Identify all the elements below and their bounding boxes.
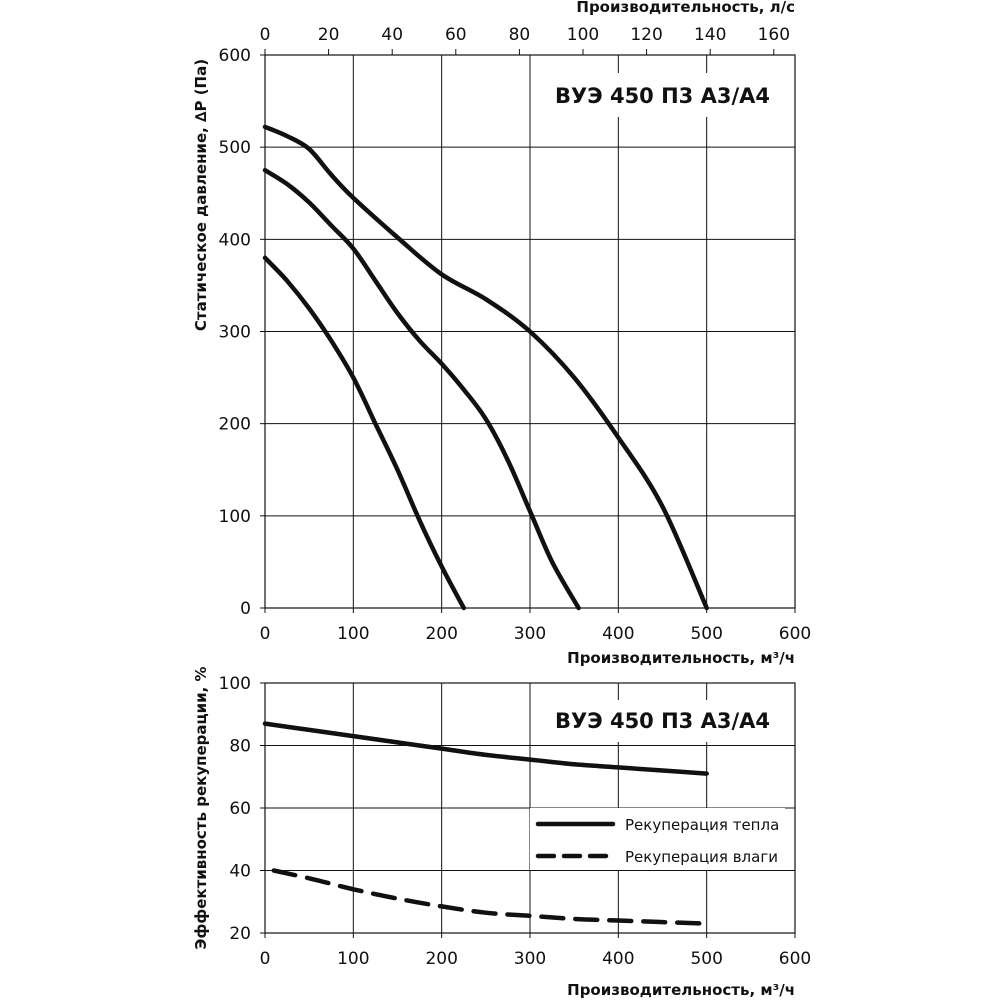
efficiency-x-tick-label: 500 [690, 949, 722, 969]
pressure-x-ticks: 0 100 200 300 400 500 600 [260, 624, 812, 644]
pressure-top-tick-label: 120 [630, 25, 662, 45]
legend-label-heat: Рекуперация тепла [625, 816, 779, 834]
pressure-y-ticks: 0 100 200 300 400 500 600 [219, 46, 251, 619]
pressure-plot-frame [264, 54, 796, 609]
pressure-x-tick-label: 500 [690, 624, 722, 644]
efficiency-x-tick-label: 400 [602, 949, 634, 969]
pressure-series-line-1 [262, 255, 467, 611]
pressure-top-tick-label: 80 [509, 25, 531, 45]
pressure-series-line-2 [262, 167, 581, 611]
pressure-x-axis-label: Производительность, м³/ч [567, 649, 795, 667]
pressure-x-tick-label: 200 [425, 624, 457, 644]
pressure-y-tick-label: 200 [219, 415, 251, 435]
efficiency-y-tick-label: 20 [229, 924, 251, 944]
efficiency-series-line-2 [271, 868, 709, 926]
pressure-top-tick-label: 40 [381, 25, 403, 45]
pressure-x-tick-label: 400 [602, 624, 634, 644]
efficiency-chart-title: ВУЭ 450 П3 А3/А4 [555, 709, 770, 733]
efficiency-x-tick-label: 300 [514, 949, 546, 969]
pressure-x-tick-label: 100 [337, 624, 369, 644]
pressure-top-tick-label: 160 [758, 25, 790, 45]
efficiency-series-line-1 [262, 721, 709, 776]
efficiency-y-tick-label: 60 [229, 799, 251, 819]
efficiency-chart: 0 100 200 300 400 500 600 20 40 60 80 100 ВУЭ 450 … [192, 666, 811, 999]
pressure-top-tick-label: 0 [260, 25, 271, 45]
efficiency-legend: Рекуперация тепла Рекуперация влаги [530, 808, 785, 870]
efficiency-x-axis-label: Производительность, м³/ч [567, 981, 795, 999]
efficiency-title-box [540, 700, 780, 742]
pressure-chart-title: ВУЭ 450 П3 А3/А4 [555, 84, 770, 108]
pressure-y-tick-label: 0 [240, 599, 251, 619]
efficiency-y-tick-label: 40 [229, 862, 251, 882]
pressure-y-tick-label: 300 [219, 323, 251, 343]
efficiency-curves [262, 721, 709, 926]
legend-label-moisture: Рекуперация влаги [625, 848, 778, 866]
pressure-top-tick-label: 60 [445, 25, 467, 45]
pressure-curves [262, 124, 709, 611]
efficiency-x-tick-label: 0 [260, 949, 271, 969]
pressure-y-tick-label: 400 [219, 230, 251, 250]
pressure-x-tick-label: 0 [260, 624, 271, 644]
pressure-top-tick-label: 100 [567, 25, 599, 45]
pressure-grid [260, 54, 796, 613]
pressure-y-axis-label: Статическое давление, ∆P (Па) [192, 59, 210, 331]
pressure-top-tick-label: 20 [318, 25, 340, 45]
pressure-y-tick-label: 100 [219, 507, 251, 527]
efficiency-x-tick-label: 200 [425, 949, 457, 969]
efficiency-y-tick-label: 100 [219, 674, 251, 694]
efficiency-x-ticks: 0 100 200 300 400 500 600 [260, 949, 812, 969]
pressure-y-tick-label: 500 [219, 138, 251, 158]
legend-box [530, 808, 785, 870]
pressure-top-ticks: 0 20 40 60 80 100 120 140 160 [260, 25, 790, 55]
pressure-top-tick-label: 140 [694, 25, 726, 45]
pressure-title-box [540, 73, 780, 117]
efficiency-y-ticks: 20 40 60 80 100 [219, 674, 251, 944]
efficiency-x-tick-label: 600 [779, 949, 811, 969]
pressure-x-tick-label: 600 [779, 624, 811, 644]
efficiency-x-tick-label: 100 [337, 949, 369, 969]
efficiency-y-axis-label: Эффективность рекуперации, % [192, 666, 210, 949]
pressure-x-tick-label: 300 [514, 624, 546, 644]
efficiency-y-tick-label: 80 [229, 737, 251, 757]
pressure-series-line-3 [262, 124, 709, 611]
efficiency-plot-frame [264, 682, 796, 934]
pressure-y-tick-label: 600 [219, 46, 251, 66]
pressure-top-axis-label: Производительность, л/с [576, 0, 795, 16]
pressure-chart: 0 100 200 300 400 500 600 0 20 40 60 80 100 120 140 16… [192, 0, 811, 667]
